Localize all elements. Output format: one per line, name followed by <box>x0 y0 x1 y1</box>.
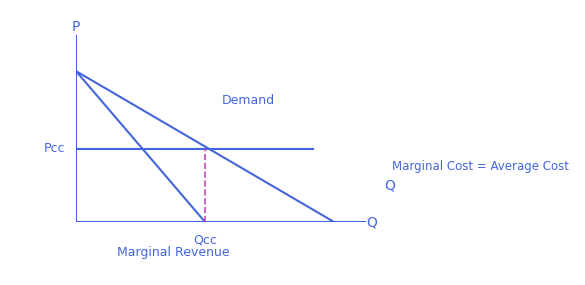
Text: Marginal Cost = Average Cost: Marginal Cost = Average Cost <box>392 160 569 173</box>
Text: P: P <box>72 20 80 34</box>
Text: Q: Q <box>384 178 395 192</box>
Text: Pcc: Pcc <box>44 142 66 155</box>
Text: Demand: Demand <box>222 94 275 107</box>
Text: Marginal Revenue: Marginal Revenue <box>117 246 230 258</box>
Text: Q: Q <box>367 215 377 229</box>
Text: Qcc: Qcc <box>194 234 217 247</box>
